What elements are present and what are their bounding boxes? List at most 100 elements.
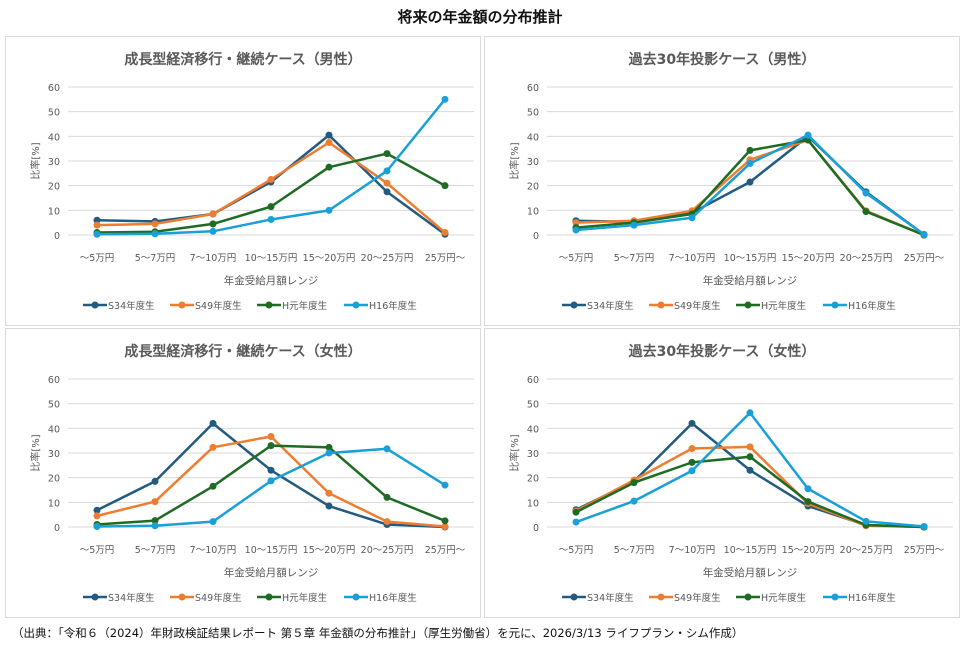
line-chart: 過去30年投影ケース（男性） 0 10 20 30 40 50 60 ～5万円 5～7万円 7～10… (508, 51, 953, 312)
y-tick-label: 10 (527, 498, 539, 509)
y-tick-label: 50 (48, 108, 60, 119)
data-point (441, 517, 449, 525)
x-tick-label: 20～25万円 (361, 253, 414, 264)
x-tick-label: 25万円～ (904, 545, 945, 556)
legend-label: S34年度生 (108, 300, 155, 312)
data-point (267, 466, 275, 474)
data-point (746, 453, 754, 461)
legend-label: H元年度生 (282, 300, 328, 312)
data-point (804, 485, 812, 493)
data-point (325, 206, 333, 214)
legend-label: H元年度生 (761, 300, 807, 312)
data-point (572, 518, 580, 526)
data-point (383, 167, 391, 175)
data-point (383, 445, 391, 453)
data-point (688, 467, 696, 475)
x-tick-label: 25万円～ (425, 253, 466, 264)
y-tick-label: 20 (48, 182, 60, 193)
y-tick-label: 60 (527, 375, 539, 386)
line-chart: 成長型経済移行・継続ケース（男性） 0 10 20 30 40 50 60 ～5万円 5～7万円 7… (29, 51, 474, 312)
y-tick-label: 60 (48, 83, 60, 94)
y-tick-label: 0 (533, 523, 539, 534)
chart-title: 過去30年投影ケース（女性） (628, 343, 816, 360)
x-tick-label: 5～7万円 (614, 545, 655, 556)
x-tick-label: ～5万円 (80, 253, 115, 264)
y-tick-label: 0 (533, 231, 539, 242)
data-point (209, 482, 217, 490)
y-tick-label: 20 (527, 182, 539, 193)
chart-title: 成長型経済移行・継続ケース（女性） (124, 343, 361, 360)
data-point (688, 445, 696, 453)
data-point (630, 497, 638, 505)
data-point (93, 216, 101, 224)
x-tick-label: 7～10万円 (190, 253, 237, 264)
data-point (325, 163, 333, 171)
legend-marker (178, 301, 186, 309)
data-point (93, 512, 101, 520)
legend-marker (265, 593, 273, 601)
legend-marker (657, 593, 665, 601)
legend-label: H16年度生 (369, 592, 417, 604)
legend-label: S49年度生 (195, 300, 242, 312)
data-point (209, 220, 217, 228)
data-point (267, 477, 275, 485)
data-point (441, 95, 449, 103)
line-chart: 過去30年投影ケース（女性） 0 10 20 30 40 50 60 ～5万円 5～7万円 7～10… (508, 343, 953, 604)
x-tick-label: 7～10万円 (669, 253, 716, 264)
legend-marker (744, 593, 752, 601)
data-point (746, 443, 754, 451)
y-tick-label: 10 (527, 206, 539, 217)
data-point (862, 189, 870, 197)
y-tick-label: 0 (54, 231, 60, 242)
data-point (441, 229, 449, 237)
x-tick-label: 10～15万円 (245, 545, 298, 556)
data-point (746, 146, 754, 154)
data-point (383, 518, 391, 526)
x-tick-label: 25万円～ (425, 545, 466, 556)
data-point (93, 230, 101, 238)
x-tick-label: 25万円～ (904, 253, 945, 264)
chart-title: 成長型経済移行・継続ケース（男性） (124, 51, 361, 68)
legend-label: H16年度生 (369, 300, 417, 312)
data-point (688, 458, 696, 466)
data-point (209, 518, 217, 526)
data-point (93, 523, 101, 531)
data-point (572, 226, 580, 234)
y-axis-title: 比率[%] (508, 434, 521, 471)
legend-marker (831, 301, 839, 309)
data-point (804, 131, 812, 139)
legend-marker (570, 593, 578, 601)
data-point (93, 221, 101, 229)
y-tick-label: 10 (48, 206, 60, 217)
data-point (325, 139, 333, 146)
series-line-S34年度生 (575, 422, 925, 529)
data-point (267, 176, 275, 183)
y-tick-label: 40 (527, 424, 539, 435)
legend-marker (657, 301, 665, 309)
source-footnote: （出典：「令和６（2024）年財政検証結果レポート 第５章 年金額の分布推計」（… (12, 626, 744, 640)
data-point (209, 419, 217, 427)
x-tick-label: 20～25万円 (361, 545, 414, 556)
y-tick-label: 40 (48, 424, 60, 435)
data-point (862, 517, 870, 525)
chart-panel-past30-female: 過去30年投影ケース（女性） 0 10 20 30 40 50 60 ～5万円 5～7万円 7～10… (484, 328, 960, 618)
data-point (151, 477, 159, 485)
y-tick-label: 0 (54, 523, 60, 534)
data-point (441, 182, 449, 190)
data-point (209, 227, 217, 235)
data-point (383, 188, 391, 196)
data-point (746, 466, 754, 474)
data-point (572, 219, 580, 227)
y-tick-label: 20 (48, 474, 60, 485)
y-tick-label: 50 (48, 400, 60, 411)
x-tick-label: 5～7万円 (135, 253, 176, 264)
legend-label: S34年度生 (587, 592, 634, 604)
x-tick-label: 10～15万円 (724, 545, 777, 556)
legend-label: S34年度生 (108, 592, 155, 604)
y-tick-label: 30 (48, 157, 60, 168)
legend-marker (265, 301, 273, 309)
data-point (325, 131, 333, 139)
legend-label: H元年度生 (761, 592, 807, 604)
y-tick-label: 60 (527, 83, 539, 94)
data-point (267, 215, 275, 223)
